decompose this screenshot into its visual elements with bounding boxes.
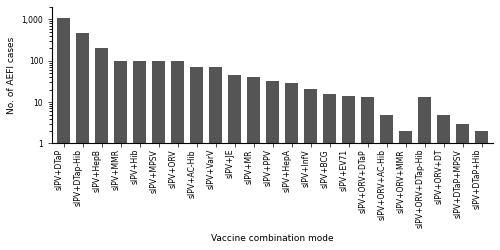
Bar: [361, 98, 374, 250]
Bar: [95, 48, 108, 250]
Bar: [190, 67, 203, 250]
Bar: [266, 81, 280, 250]
Bar: [399, 131, 412, 250]
Bar: [418, 98, 432, 250]
Bar: [114, 61, 128, 250]
X-axis label: Vaccine combination mode: Vaccine combination mode: [212, 234, 334, 243]
Bar: [152, 61, 166, 250]
Bar: [456, 124, 469, 250]
Bar: [285, 83, 298, 250]
Bar: [57, 18, 70, 250]
Bar: [228, 75, 241, 250]
Bar: [209, 67, 222, 250]
Bar: [342, 96, 355, 250]
Bar: [247, 77, 260, 250]
Bar: [304, 89, 318, 250]
Y-axis label: No. of AEFI cases: No. of AEFI cases: [7, 36, 16, 114]
Bar: [171, 61, 184, 250]
Bar: [475, 131, 488, 250]
Bar: [380, 114, 394, 250]
Bar: [323, 94, 336, 250]
Bar: [76, 32, 90, 250]
Bar: [437, 114, 450, 250]
Bar: [133, 61, 146, 250]
